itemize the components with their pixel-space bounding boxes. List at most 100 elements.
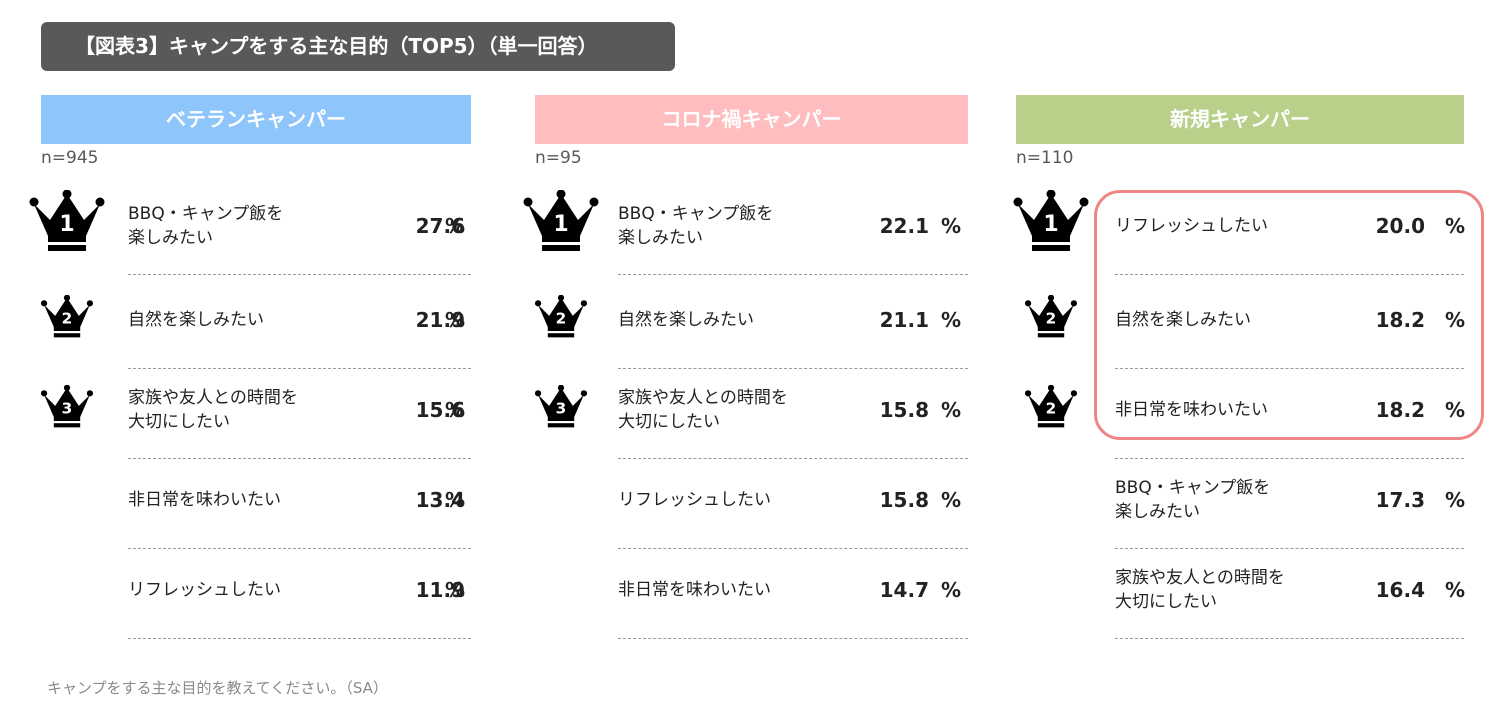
crown-rank-2-icon: 2	[38, 294, 96, 349]
sample-size-label: n=110	[1016, 148, 1074, 168]
crown-icon: 2	[40, 294, 94, 338]
reason-label: BBQ・キャンプ飯を 楽しみたい	[1115, 478, 1271, 522]
row-divider	[128, 638, 471, 639]
crown-rank-2-icon: 2	[532, 294, 590, 349]
panel-title: 新規キャンパー	[1016, 95, 1464, 144]
reason-label: 家族や友人との時間を 大切にしたい	[128, 388, 298, 432]
percent-unit: %	[445, 308, 466, 332]
percent-unit: %	[941, 214, 962, 238]
panel-title: コロナ禍キャンパー	[535, 95, 968, 144]
row-divider	[1115, 274, 1464, 275]
percent-value: 15.8	[879, 488, 929, 512]
sample-size-label: n=95	[535, 148, 582, 168]
table-row: 1 BBQ・キャンプ飯を 楽しみたい 22.1%	[523, 181, 968, 271]
panel-title: ベテランキャンパー	[41, 95, 471, 144]
crown-rank-1-icon: 1	[28, 189, 106, 266]
percent-unit: %	[1445, 308, 1466, 332]
percent-unit: %	[445, 214, 466, 238]
table-row: 非日常を味わいたい 13.4%	[41, 455, 471, 545]
table-row: BBQ・キャンプ飯を 楽しみたい 17.3%	[1016, 455, 1466, 545]
percent-unit: %	[1445, 578, 1466, 602]
percent-unit: %	[941, 308, 962, 332]
row-divider	[618, 274, 968, 275]
percent-value: 17.3	[1375, 488, 1425, 512]
crown-rank-1-icon: 1	[522, 189, 600, 266]
reason-label: リフレッシュしたい	[1115, 216, 1268, 236]
row-divider	[1115, 458, 1464, 459]
row-divider	[1115, 548, 1464, 549]
percent-unit: %	[445, 578, 466, 602]
crown-rank-number: 2	[62, 309, 73, 327]
crown-rank-number: 3	[62, 399, 73, 417]
percent-unit: %	[1445, 214, 1466, 238]
crown-rank-number: 2	[1046, 399, 1057, 417]
row-divider	[1115, 638, 1464, 639]
percent-unit: %	[941, 488, 962, 512]
crown-icon: 3	[534, 384, 588, 428]
percent-value: 13.4	[415, 488, 465, 512]
panel-new: 新規キャンパー n=110	[1016, 95, 1464, 168]
reason-label: BBQ・キャンプ飯を 楽しみたい	[618, 204, 774, 248]
row-divider	[128, 458, 471, 459]
reason-label: 家族や友人との時間を 大切にしたい	[618, 388, 788, 432]
table-row: 2 自然を楽しみたい 18.2%	[1016, 275, 1466, 365]
percent-value: 21.9	[415, 308, 465, 332]
table-row: 1 BBQ・キャンプ飯を 楽しみたい 27.6%	[29, 181, 471, 271]
percent-value: 16.4	[1375, 578, 1425, 602]
crown-rank-1-icon: 1	[1012, 189, 1090, 266]
table-row: 3 家族や友人との時間を 大切にしたい 15.6%	[38, 365, 471, 455]
percent-unit: %	[445, 398, 466, 422]
percent-value: 15.8	[879, 398, 929, 422]
percent-value: 18.2	[1375, 308, 1425, 332]
figure-title: 【図表3】キャンプをする主な目的（TOP5）（単一回答）	[41, 22, 675, 71]
crown-icon: 2	[534, 294, 588, 338]
percent-unit: %	[941, 578, 962, 602]
crown-rank-number: 1	[553, 212, 568, 237]
crown-rank-3-icon: 3	[532, 384, 590, 439]
table-row: 3 家族や友人との時間を 大切にしたい 15.8%	[532, 365, 968, 455]
reason-label: 非日常を味わいたい	[1115, 400, 1268, 420]
percent-value: 15.6	[415, 398, 465, 422]
row-divider	[128, 274, 471, 275]
crown-rank-number: 2	[556, 309, 567, 327]
percent-unit: %	[1445, 488, 1466, 512]
row-divider	[1115, 368, 1464, 369]
reason-label: 自然を楽しみたい	[128, 310, 264, 330]
crown-rank-number: 3	[556, 399, 567, 417]
reason-label: BBQ・キャンプ飯を 楽しみたい	[128, 204, 284, 248]
table-row: 2 自然を楽しみたい 21.1%	[532, 275, 968, 365]
crown-icon: 1	[523, 189, 599, 251]
percent-unit: %	[445, 488, 466, 512]
crown-icon: 3	[40, 384, 94, 428]
footnote: キャンプをする主な目的を教えてください。（SA）	[47, 679, 388, 697]
percent-unit: %	[941, 398, 962, 422]
panel-veteran: ベテランキャンパー n=945	[41, 95, 471, 168]
sample-size-label: n=945	[41, 148, 99, 168]
crown-rank-number: 1	[59, 212, 74, 237]
percent-value: 27.6	[415, 214, 465, 238]
table-row: 1 リフレッシュしたい 20.0%	[1013, 181, 1466, 271]
table-row: 2 自然を楽しみたい 21.9%	[38, 275, 471, 365]
reason-label: 非日常を味わいたい	[128, 490, 281, 510]
panel-corona: コロナ禍キャンパー n=95	[535, 95, 968, 168]
row-divider	[618, 368, 968, 369]
reason-label: 自然を楽しみたい	[618, 310, 754, 330]
table-row: 家族や友人との時間を 大切にしたい 16.4%	[1016, 545, 1466, 635]
reason-label: リフレッシュしたい	[128, 580, 281, 600]
row-divider	[618, 638, 968, 639]
row-divider	[618, 458, 968, 459]
crown-rank-number: 2	[1046, 309, 1057, 327]
row-divider	[128, 368, 471, 369]
crown-rank-number: 1	[1043, 212, 1058, 237]
percent-value: 22.1	[879, 214, 929, 238]
percent-value: 14.7	[879, 578, 929, 602]
table-row: 非日常を味わいたい 14.7%	[535, 545, 968, 635]
crown-rank-3-icon: 3	[38, 384, 96, 439]
percent-value: 21.1	[879, 308, 929, 332]
row-divider	[128, 548, 471, 549]
reason-label: 自然を楽しみたい	[1115, 310, 1251, 330]
reason-label: リフレッシュしたい	[618, 490, 771, 510]
top3-highlight-frame	[1094, 190, 1484, 440]
crown-icon: 1	[1013, 189, 1089, 251]
percent-value: 20.0	[1375, 214, 1425, 238]
